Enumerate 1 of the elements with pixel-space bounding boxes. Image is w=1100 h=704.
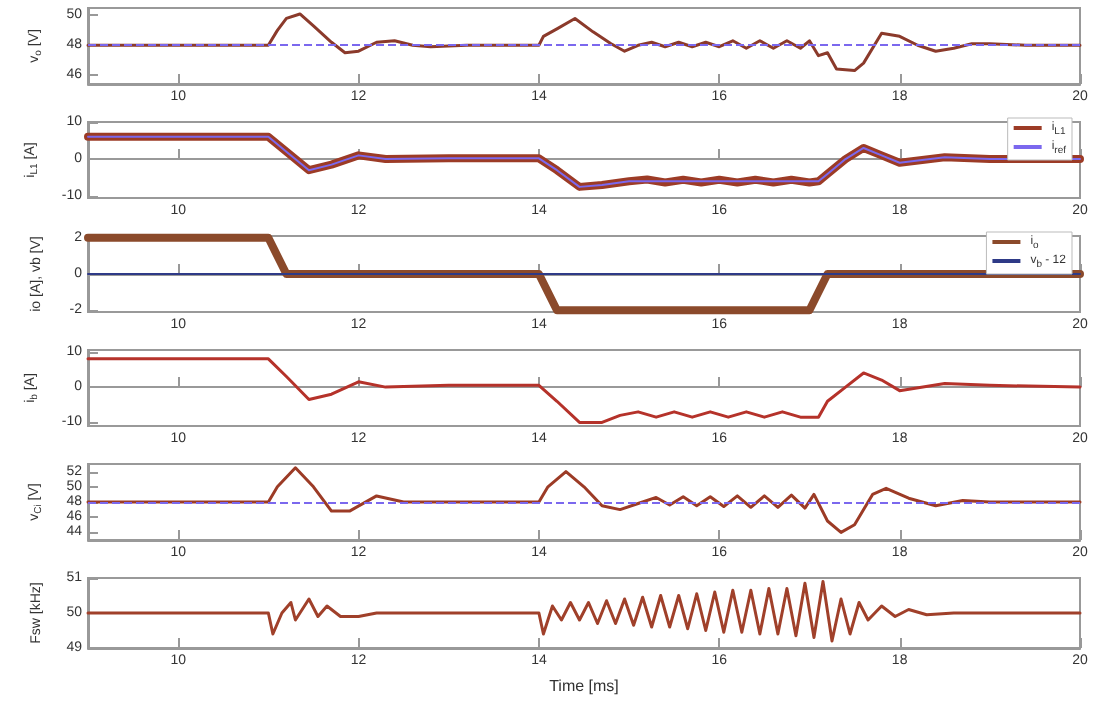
x-axis-title: Time [ms] (549, 676, 619, 695)
